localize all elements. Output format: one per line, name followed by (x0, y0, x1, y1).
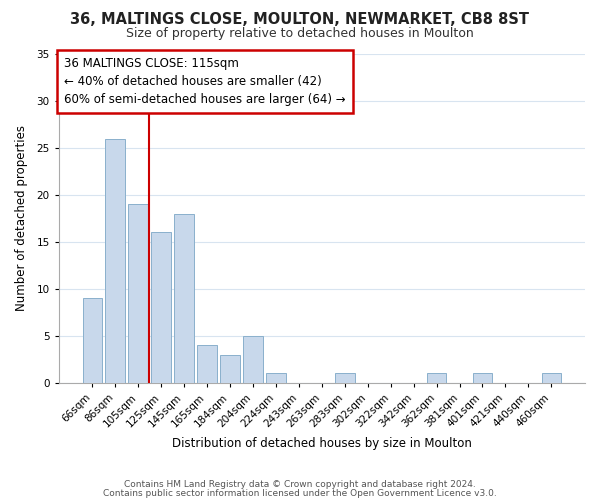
Bar (427, 374, 446, 383)
Text: Contains public sector information licensed under the Open Government Licence v3: Contains public sector information licen… (103, 490, 497, 498)
Bar (220, 354, 240, 383)
Text: 36, MALTINGS CLOSE, MOULTON, NEWMARKET, CB8 8ST: 36, MALTINGS CLOSE, MOULTON, NEWMARKET, … (71, 12, 530, 28)
Text: Contains HM Land Registry data © Crown copyright and database right 2024.: Contains HM Land Registry data © Crown c… (124, 480, 476, 489)
Bar (335, 374, 355, 383)
Bar (266, 374, 286, 383)
Bar (473, 374, 492, 383)
Bar (128, 204, 148, 383)
X-axis label: Distribution of detached houses by size in Moulton: Distribution of detached houses by size … (172, 437, 472, 450)
Bar (243, 336, 263, 383)
Bar (106, 138, 125, 383)
Bar (83, 298, 102, 383)
Bar (175, 214, 194, 383)
Text: 36 MALTINGS CLOSE: 115sqm
← 40% of detached houses are smaller (42)
60% of semi-: 36 MALTINGS CLOSE: 115sqm ← 40% of detac… (64, 58, 346, 106)
Text: Size of property relative to detached houses in Moulton: Size of property relative to detached ho… (126, 28, 474, 40)
Bar (542, 374, 561, 383)
Bar (197, 345, 217, 383)
Y-axis label: Number of detached properties: Number of detached properties (15, 126, 28, 312)
Bar (151, 232, 171, 383)
